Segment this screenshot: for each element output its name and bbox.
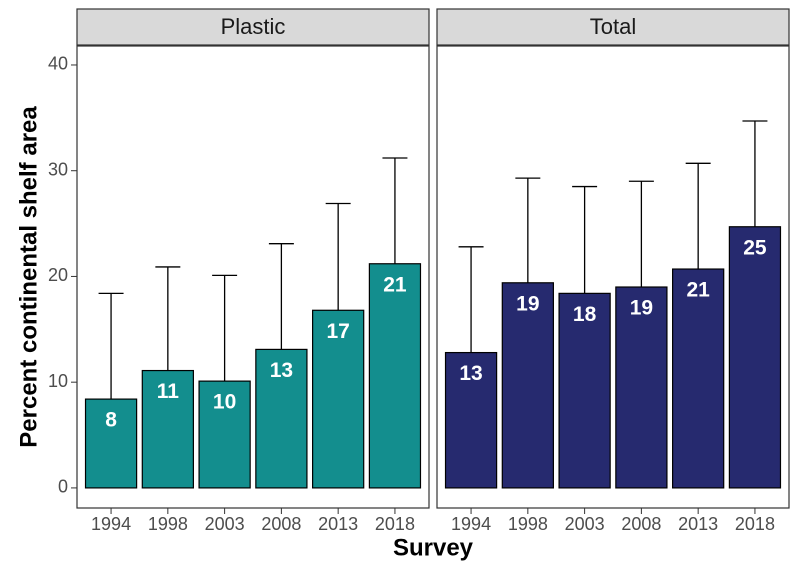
value-label: 21	[383, 273, 407, 296]
bar	[255, 348, 308, 489]
value-label: 13	[459, 362, 482, 385]
y-tick-label: 40	[48, 54, 68, 74]
x-tick-label: 1998	[148, 514, 188, 534]
value-label: 18	[573, 303, 597, 326]
value-label: 19	[516, 292, 539, 315]
x-tick-label: 1994	[451, 514, 491, 534]
strip	[436, 8, 790, 46]
x-tick-label: 2008	[621, 514, 661, 534]
x-tick-label: 1998	[508, 514, 548, 534]
value-label: 25	[743, 236, 767, 259]
x-tick-label: 2013	[678, 514, 718, 534]
x-tick-label: 2013	[318, 514, 358, 534]
y-axis-title: Percent continental shelf area	[15, 106, 42, 448]
y-tick-label: 0	[58, 477, 68, 497]
bar	[558, 292, 611, 489]
bar	[672, 268, 725, 489]
panel-border	[436, 45, 790, 509]
panel-title: Total	[590, 14, 636, 39]
y-tick-label: 10	[48, 371, 68, 391]
value-label: 10	[213, 391, 236, 414]
bar	[84, 398, 138, 489]
value-label: 19	[630, 297, 653, 320]
y-tick-label: 30	[48, 159, 68, 179]
x-axis-title: Survey	[393, 534, 474, 561]
value-label: 8	[105, 409, 117, 432]
x-tick-label: 2003	[205, 514, 245, 534]
value-label: 13	[270, 359, 293, 382]
x-tick-label: 2018	[735, 514, 775, 534]
panel-title: Plastic	[221, 14, 286, 39]
bar	[728, 226, 782, 489]
bar	[444, 351, 498, 489]
panel-border	[76, 45, 430, 509]
bar	[141, 369, 194, 489]
x-tick-label: 2008	[261, 514, 301, 534]
bar	[312, 309, 365, 489]
bar	[198, 380, 251, 489]
x-tick-label: 2018	[375, 514, 415, 534]
bar	[368, 263, 422, 489]
value-label: 21	[686, 279, 710, 302]
bar	[501, 282, 554, 489]
bar	[615, 286, 668, 489]
strip	[76, 8, 430, 46]
x-tick-label: 2003	[565, 514, 605, 534]
value-label: 11	[157, 380, 180, 403]
x-tick-label: 1994	[91, 514, 131, 534]
value-label: 17	[326, 320, 349, 343]
y-tick-label: 20	[48, 265, 68, 285]
